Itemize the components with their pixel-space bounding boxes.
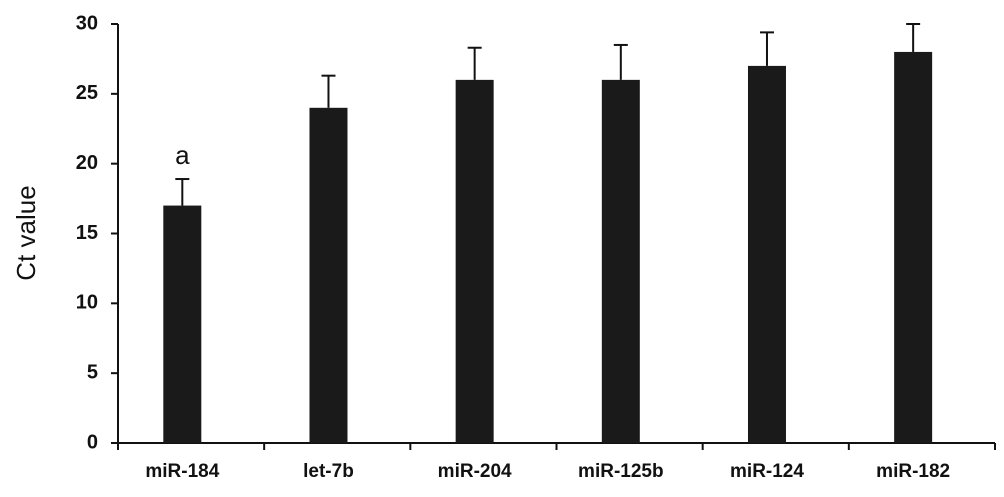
y-tick-label: 0: [87, 431, 98, 453]
bar: [455, 79, 494, 443]
y-tick-label: 25: [76, 82, 98, 104]
x-tick-label: let-7b: [303, 461, 354, 482]
y-tick-label: 20: [76, 152, 98, 174]
y-tick-label: 15: [76, 222, 98, 244]
x-tick-label: miR-125b: [578, 461, 664, 482]
annotation: a: [175, 140, 190, 170]
bar: [601, 79, 640, 443]
y-axis-label: Ct value: [11, 185, 41, 280]
x-tick-label: miR-204: [438, 461, 512, 482]
bar: [894, 51, 933, 443]
y-tick-label: 10: [76, 292, 98, 314]
x-tick-label: miR-182: [876, 461, 950, 482]
y-tick-label: 30: [76, 12, 98, 34]
x-tick-label: miR-124: [730, 461, 804, 482]
bar: [309, 107, 348, 444]
bar: [747, 65, 786, 444]
y-tick-label: 5: [87, 361, 98, 383]
bar: [163, 205, 202, 443]
x-tick-label: miR-184: [145, 461, 219, 482]
